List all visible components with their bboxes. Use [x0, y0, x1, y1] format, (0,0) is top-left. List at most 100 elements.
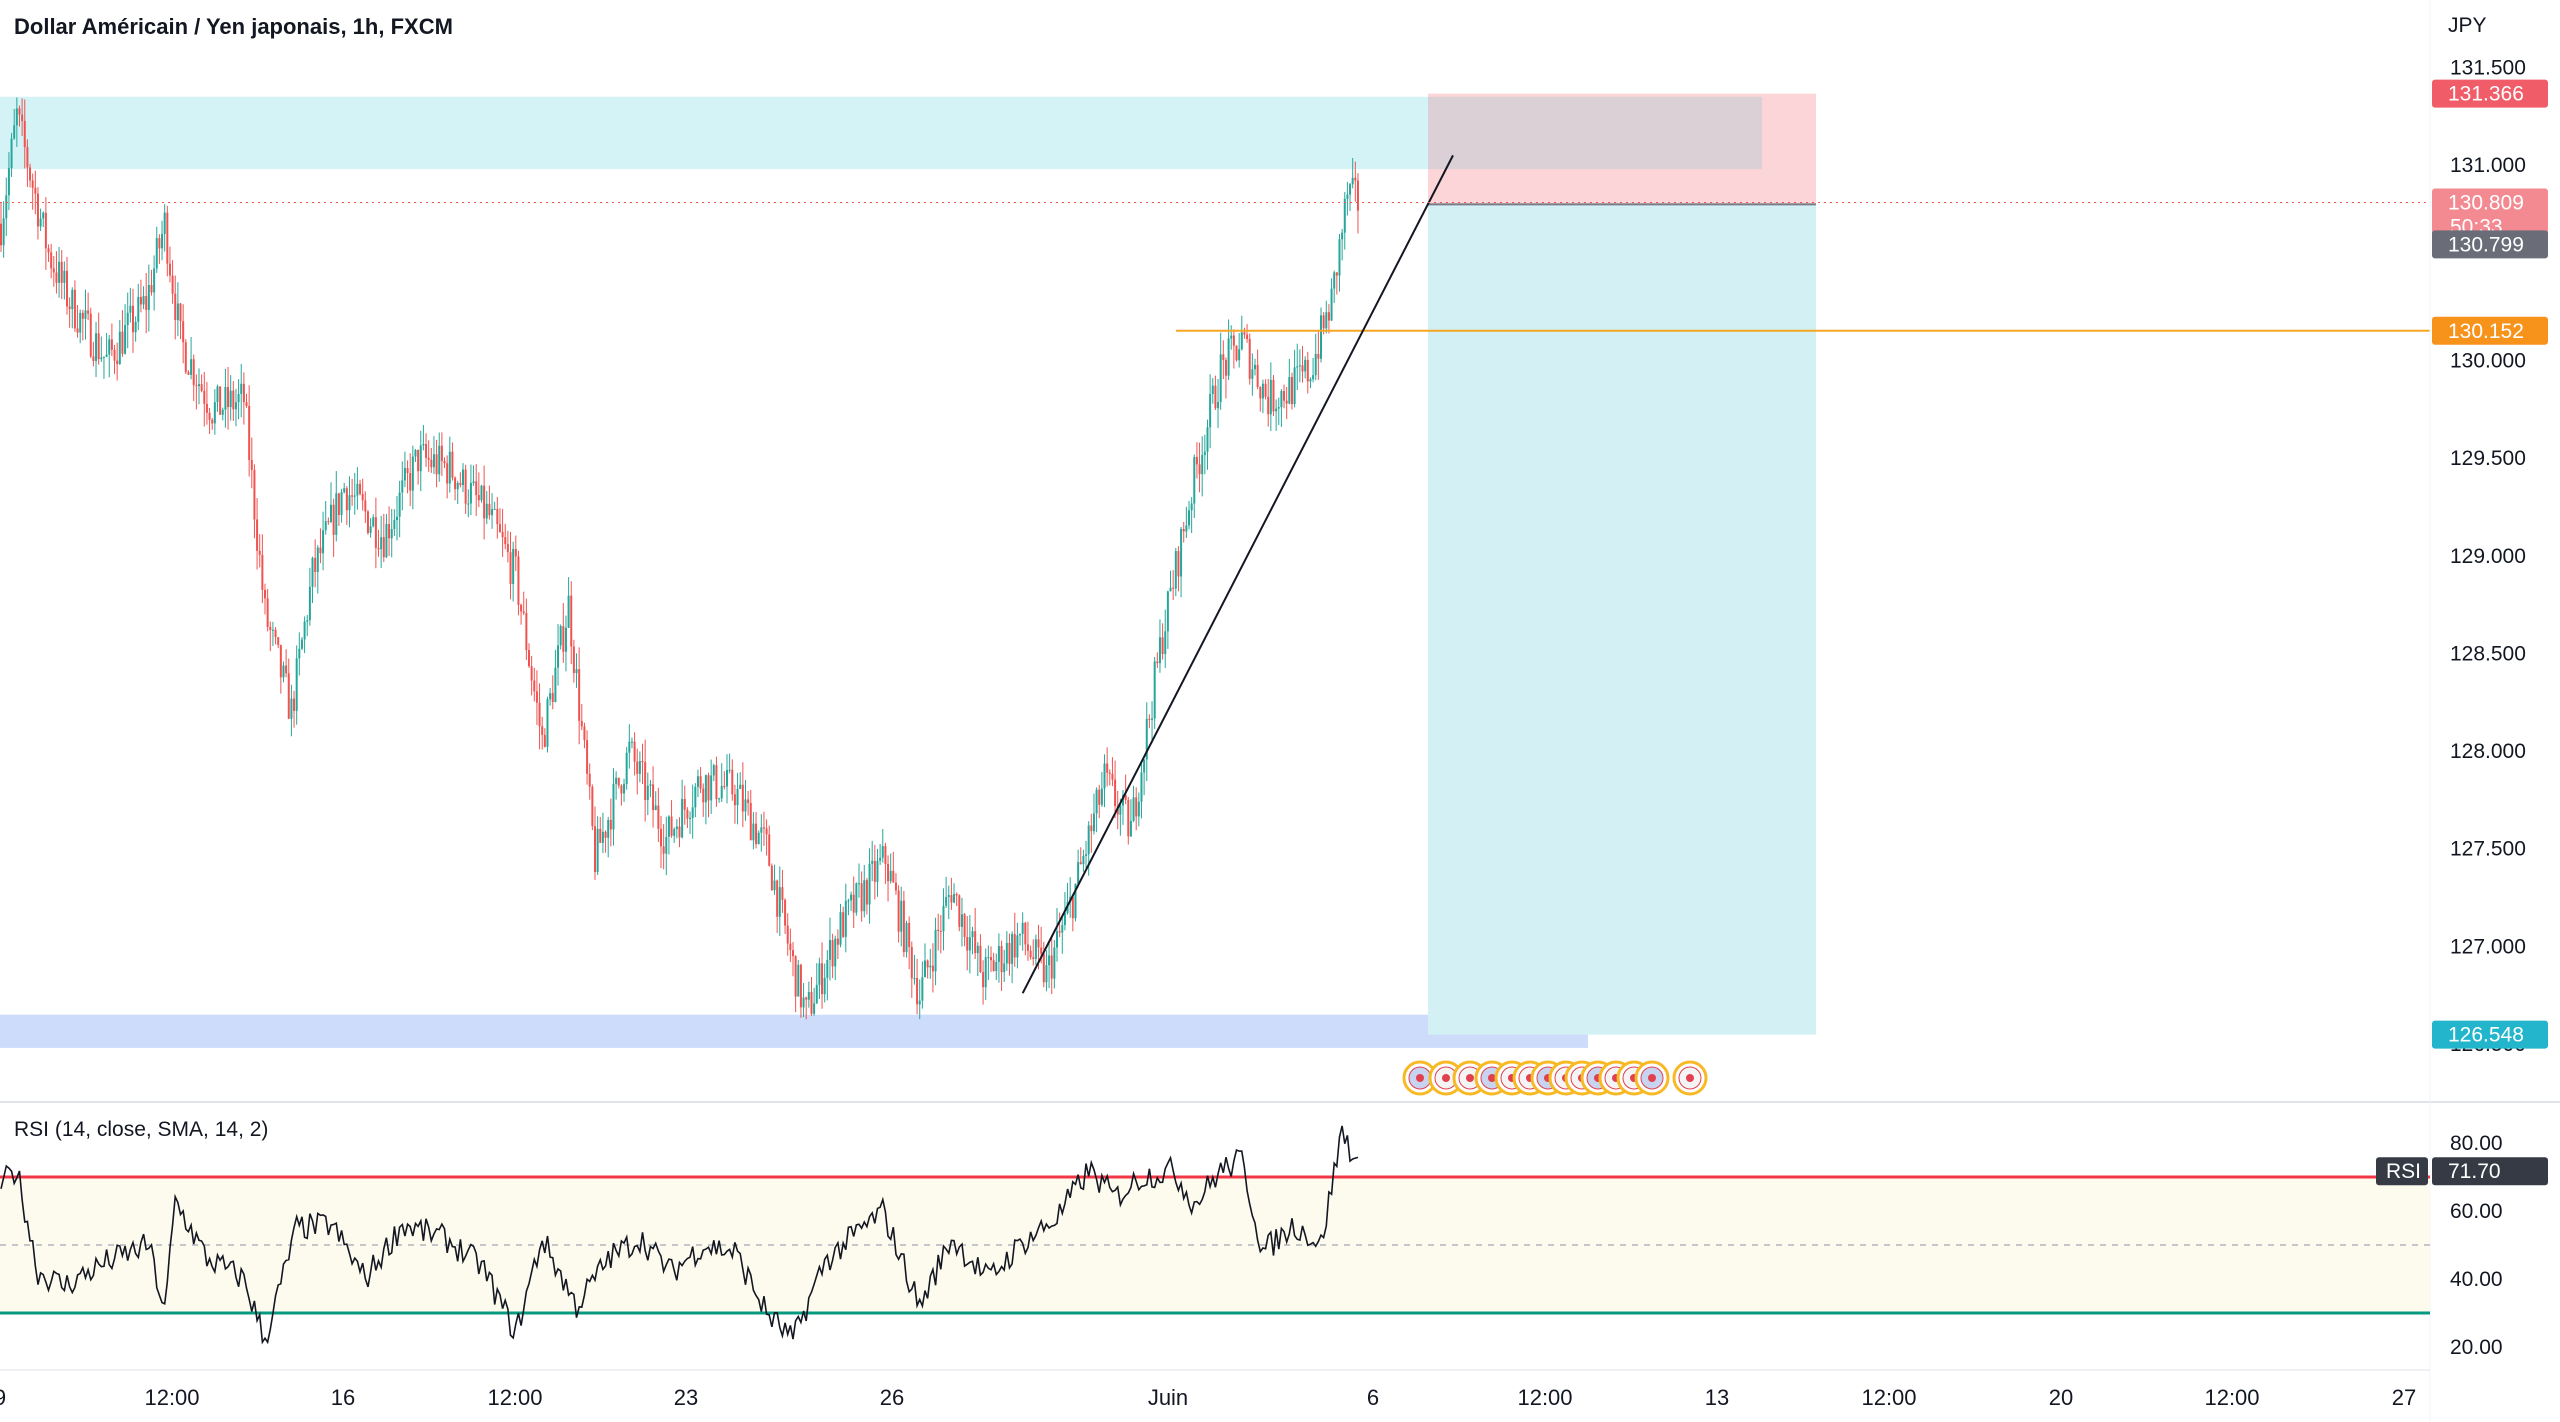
position-target-zone[interactable] [1428, 204, 1816, 1035]
economic-event-icon[interactable] [1428, 1060, 1464, 1096]
candle-body [13, 125, 16, 139]
candle-body [1256, 364, 1259, 387]
candle-body [868, 863, 871, 905]
candle-body [163, 212, 166, 234]
supply-zone[interactable] [0, 96, 1428, 170]
candle-body [1261, 383, 1264, 399]
candle-body [784, 899, 787, 926]
candle-body [557, 645, 560, 668]
candle-body [538, 702, 541, 727]
candle-body [211, 419, 214, 424]
candle-body [995, 961, 998, 971]
candle-body [411, 456, 414, 491]
candle-body [1335, 272, 1338, 276]
candle-body [599, 828, 602, 843]
candle-body [675, 826, 678, 830]
time-axis[interactable]: 9 12:00 16 12:00 23 26 Juin 6 12:00 13 12:00 20 12:0… [0, 1369, 2430, 1410]
time-axis-label: 12:00 [1861, 1385, 1916, 1410]
candle-body [1071, 896, 1074, 919]
candle-body [203, 390, 206, 404]
economic-event-icon[interactable] [1672, 1060, 1708, 1096]
candle-body [118, 331, 121, 365]
candle-body [168, 263, 171, 276]
candle-body [918, 1000, 921, 1005]
last-price-tag-bg [2432, 188, 2548, 241]
candle-body [670, 816, 673, 836]
candle-body [770, 865, 773, 891]
time-axis-label: 12:00 [487, 1385, 542, 1410]
candle-body [586, 740, 589, 774]
candle-body [591, 786, 594, 827]
trendline[interactable] [1021, 154, 1454, 994]
candle-body [916, 977, 919, 1005]
candle-body [654, 805, 657, 811]
candle-body [126, 312, 129, 326]
chart-title: Dollar Américain / Yen japonais, 1h, FXC… [14, 14, 453, 39]
candle-body [1098, 789, 1101, 805]
candle-body [879, 857, 882, 861]
candle-body [132, 305, 134, 333]
candle-body [1327, 312, 1330, 321]
price-axis-label: 130.000 [2450, 349, 2526, 372]
candle-body [789, 943, 792, 951]
candle-body [456, 482, 459, 490]
candle-body [863, 880, 866, 912]
candle-body [1217, 402, 1220, 409]
candle-body [947, 895, 950, 898]
candle-body [971, 931, 974, 938]
candle-body [1325, 312, 1328, 329]
candle-body [403, 467, 406, 481]
candle-body [520, 604, 523, 612]
candle-body [889, 870, 892, 882]
candle-body [137, 296, 140, 322]
candle-body [950, 895, 953, 903]
candle-body [799, 964, 802, 1008]
economic-event-icon[interactable] [1402, 1060, 1438, 1096]
candle-body [1026, 944, 1029, 951]
economic-events-row[interactable] [1402, 1060, 1708, 1096]
candle-body [327, 521, 330, 523]
candle-body [625, 752, 628, 784]
rsi-axis[interactable]: 80.00 60.00 40.00 20.00 RSI 71.70 [2376, 1132, 2548, 1359]
candle-body [430, 459, 433, 468]
candle-body [762, 827, 765, 829]
candle-body [512, 548, 515, 585]
candle-body [887, 863, 890, 882]
rsi-indicator-label[interactable]: RSI (14, close, SMA, 14, 2) [14, 1118, 269, 1141]
candle-body [1021, 922, 1024, 934]
time-axis-label: 6 [1367, 1385, 1379, 1410]
candle-body [1029, 950, 1032, 958]
candle-body [607, 819, 610, 838]
candle-body [374, 517, 377, 548]
candle-body [390, 528, 393, 539]
time-axis-label: 23 [674, 1385, 698, 1410]
economic-event-icon[interactable] [1634, 1060, 1670, 1096]
candle-body [908, 922, 911, 947]
candle-body [638, 761, 641, 774]
candle-body [113, 349, 116, 361]
candle-body [116, 360, 119, 365]
candle-body [155, 238, 158, 269]
position-overlap-zone[interactable] [1428, 96, 1762, 170]
candle-body [1248, 339, 1251, 379]
candle-body [836, 938, 839, 945]
candle-body [448, 451, 451, 484]
candle-body [311, 557, 314, 587]
candle-body [1087, 825, 1090, 855]
candle-body [147, 285, 150, 310]
candle-body [1246, 334, 1249, 340]
zones-layer[interactable] [0, 93, 1816, 1048]
candle-body [546, 699, 549, 747]
candle-body [319, 547, 322, 554]
candle-body [578, 669, 581, 721]
candle-body [984, 957, 987, 988]
candle-body [454, 477, 457, 490]
drawings-layer[interactable] [0, 154, 2430, 994]
demand-zone[interactable] [0, 1014, 1588, 1048]
flag-dot-icon [1686, 1074, 1694, 1082]
candle-body [583, 726, 586, 741]
rsi-pane[interactable] [0, 1125, 2430, 1345]
candle-body [108, 339, 111, 355]
candle-body [990, 957, 992, 961]
